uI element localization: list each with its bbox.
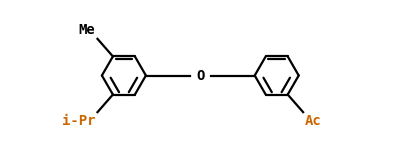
Text: O: O (196, 69, 204, 82)
Text: Ac: Ac (305, 114, 322, 128)
Text: Me: Me (79, 23, 95, 37)
Text: i-Pr: i-Pr (62, 114, 95, 128)
